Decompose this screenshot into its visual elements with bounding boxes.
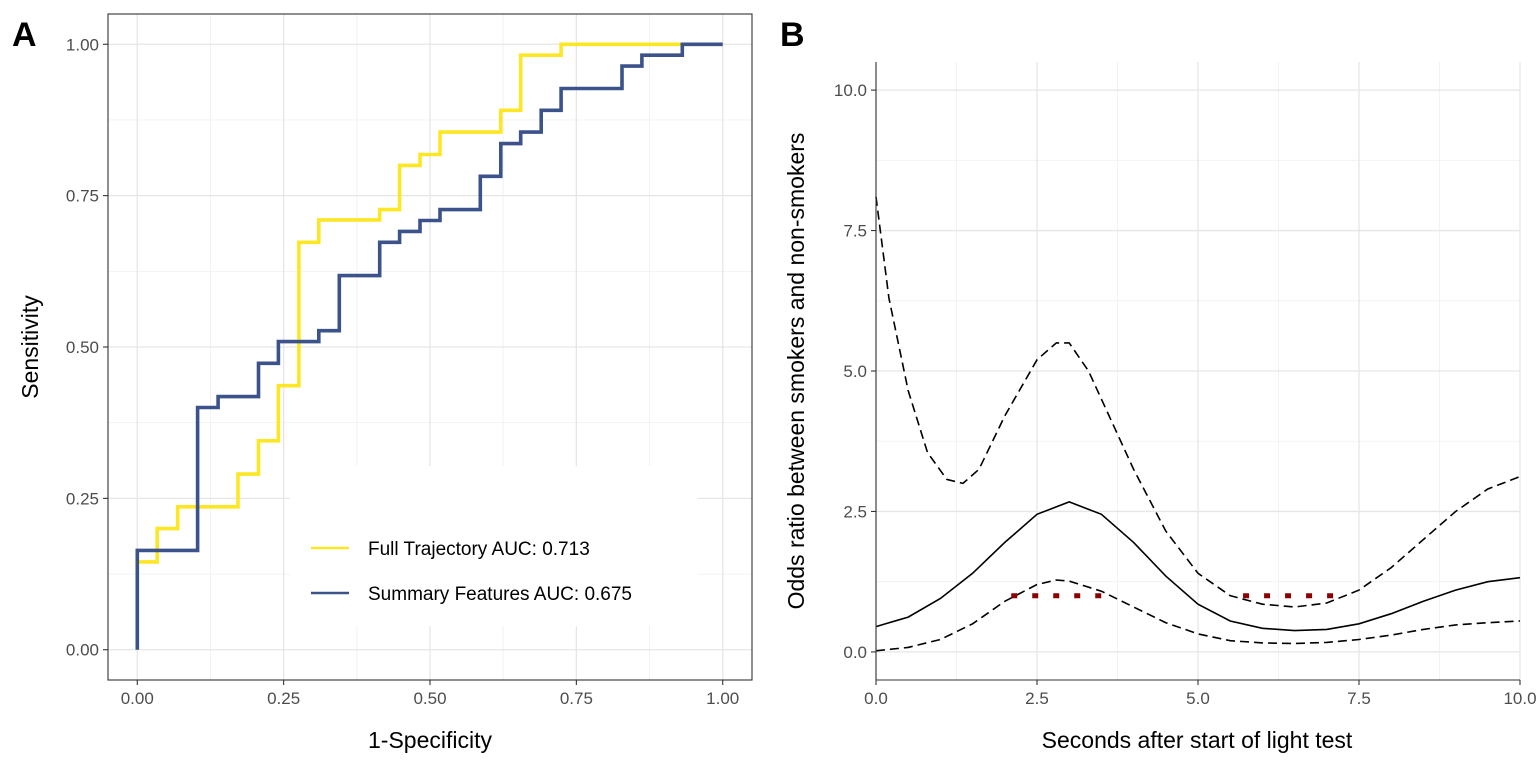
roc-axis-ticks: 0.00 0.25 0.50 0.75 1.00 0.00 0.25 0.50 0.75 1.00 bbox=[66, 35, 739, 708]
roc-legend: Full Trajectory AUC: 0.713 Summary Featu… bbox=[290, 466, 698, 626]
odds-y-tick-label: 0.0 bbox=[843, 643, 867, 662]
odds-curves bbox=[875, 196, 1521, 652]
odds-y-tick-label: 7.5 bbox=[843, 222, 867, 241]
legend-background bbox=[290, 466, 698, 626]
legend-label-full-trajectory: Full Trajectory AUC: 0.713 bbox=[368, 539, 590, 560]
odds-series-line-0 bbox=[875, 501, 1521, 632]
roc-x-tick-label: 0.75 bbox=[560, 689, 593, 708]
odds-y-axis-title: Odds ratio between smokers and non-smoke… bbox=[783, 133, 809, 610]
panel-a-label: A bbox=[12, 16, 37, 54]
odds-x-tick-label: 5.0 bbox=[1186, 689, 1210, 708]
odds-x-tick-label: 7.5 bbox=[1347, 689, 1371, 708]
odds-y-tick-label: 2.5 bbox=[843, 502, 867, 521]
odds-y-tick-label: 10.0 bbox=[834, 81, 867, 100]
odds-x-axis-title: Seconds after start of light test bbox=[1042, 727, 1353, 753]
odds-ratio-panel: B 0.0 2.5 5.0 7.5 10.0 0.0 2.5 5.0 7.5 10.0 Secon… bbox=[780, 16, 1536, 753]
roc-x-tick-label: 0.25 bbox=[267, 689, 300, 708]
roc-y-tick-label: 0.75 bbox=[66, 187, 99, 206]
roc-x-tick-label: 1.00 bbox=[706, 689, 739, 708]
roc-panel: A 0.00 0.25 0.50 0.75 1.00 0.00 0.25 0.50 0.75 1.… bbox=[12, 13, 753, 753]
odds-gridlines bbox=[875, 62, 1521, 680]
panel-b-label: B bbox=[780, 16, 805, 54]
odds-series-line-1 bbox=[875, 196, 1521, 608]
roc-series-line-0 bbox=[135, 42, 723, 650]
roc-x-axis-title: 1-Specificity bbox=[368, 727, 492, 753]
roc-x-tick-label: 0.00 bbox=[121, 689, 154, 708]
roc-x-tick-label: 0.50 bbox=[413, 689, 446, 708]
roc-y-tick-label: 1.00 bbox=[66, 35, 99, 54]
odds-x-tick-label: 10.0 bbox=[1503, 689, 1536, 708]
roc-y-tick-label: 0.25 bbox=[66, 489, 99, 508]
odds-axis-ticks: 0.0 2.5 5.0 7.5 10.0 0.0 2.5 5.0 7.5 10.0 bbox=[834, 62, 1536, 708]
legend-label-summary-features: Summary Features AUC: 0.675 bbox=[368, 584, 632, 605]
odds-x-tick-label: 2.5 bbox=[1025, 689, 1049, 708]
roc-curves bbox=[135, 42, 723, 650]
odds-y-tick-label: 5.0 bbox=[843, 362, 867, 381]
roc-y-tick-label: 0.50 bbox=[66, 338, 99, 357]
roc-y-axis-title: Sensitivity bbox=[17, 295, 43, 399]
roc-gridlines bbox=[108, 14, 752, 680]
roc-y-tick-label: 0.00 bbox=[66, 641, 99, 660]
odds-series-line-2 bbox=[875, 579, 1521, 652]
odds-x-tick-label: 0.0 bbox=[864, 689, 888, 708]
roc-series-line-1 bbox=[135, 42, 723, 650]
